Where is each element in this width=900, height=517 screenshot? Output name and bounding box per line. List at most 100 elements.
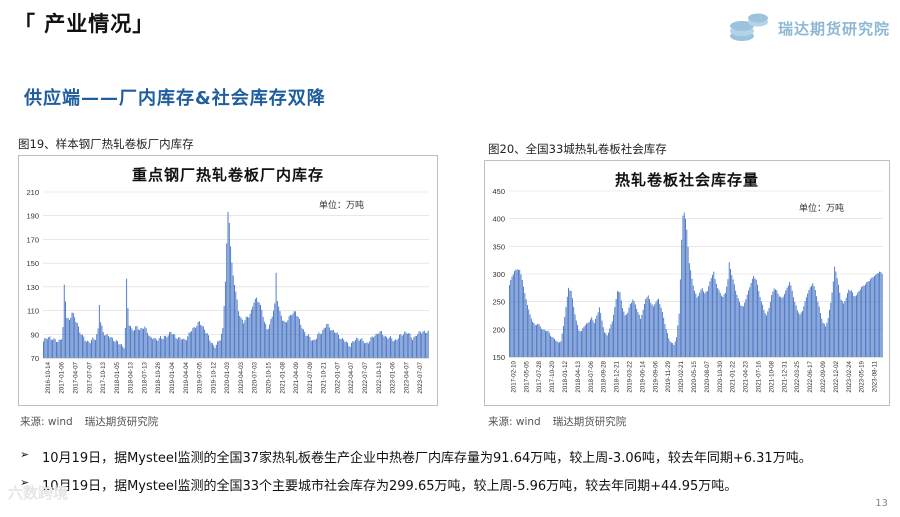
bar	[222, 328, 224, 358]
bar	[619, 292, 621, 357]
x-tick-label: 2020-04-03	[238, 361, 245, 393]
bar	[694, 291, 695, 357]
bar	[587, 322, 589, 357]
source-label: 来源: wind	[488, 416, 541, 428]
bar	[157, 340, 159, 358]
bar	[202, 326, 204, 358]
bar	[345, 341, 347, 358]
bar	[673, 344, 675, 357]
bar	[830, 302, 832, 357]
bar	[236, 299, 238, 358]
bar	[213, 345, 215, 358]
bar	[789, 281, 791, 357]
bar	[299, 318, 300, 358]
bar	[48, 337, 50, 358]
bar	[175, 338, 177, 358]
source-org: 瑞达期货研究院	[552, 416, 627, 428]
y-tick-label: 170	[26, 235, 39, 244]
x-tick-label: 2021-07-16	[755, 360, 762, 392]
bar	[330, 330, 332, 358]
bar	[584, 325, 586, 357]
bar	[319, 334, 321, 358]
bar	[419, 331, 421, 358]
bar	[875, 274, 877, 357]
bar	[523, 286, 525, 357]
bar	[769, 301, 771, 357]
bar	[575, 320, 577, 357]
x-tick-label: 2018-10-26	[155, 361, 162, 393]
y-tick-label: 300	[492, 270, 505, 279]
bar	[85, 341, 87, 358]
bar	[239, 315, 241, 358]
bar	[692, 285, 694, 357]
bar	[643, 303, 645, 357]
bar	[367, 343, 369, 358]
bar	[176, 339, 178, 358]
bar	[746, 294, 748, 357]
bar	[794, 301, 796, 357]
x-tick-label: 2017-10-20	[549, 360, 556, 392]
bar	[379, 331, 381, 358]
bar	[191, 331, 193, 358]
x-tick-label: 2021-04-23	[743, 360, 750, 392]
bar	[596, 315, 598, 357]
page-number: 13	[875, 498, 888, 509]
bar	[370, 337, 372, 358]
bar	[351, 343, 352, 358]
bar	[706, 291, 708, 357]
x-tick-label: 2022-01-07	[334, 361, 341, 393]
bar	[674, 341, 676, 357]
bar	[93, 339, 95, 358]
bar	[192, 327, 194, 358]
bar	[178, 337, 180, 358]
source-org: 瑞达期货研究院	[84, 416, 159, 428]
bar	[79, 332, 81, 358]
bar	[288, 316, 290, 358]
bar	[241, 319, 243, 358]
x-tick-label: 2021-07-09	[307, 361, 314, 393]
bar	[170, 331, 172, 358]
bar	[802, 310, 803, 357]
bar	[661, 311, 663, 357]
bar	[378, 333, 380, 358]
bar	[136, 326, 138, 358]
bar	[80, 334, 82, 358]
bar	[550, 335, 552, 357]
bar	[352, 341, 354, 358]
bar	[403, 334, 404, 358]
bar	[724, 293, 726, 357]
bar	[748, 290, 749, 357]
bar	[583, 326, 585, 357]
bar	[805, 297, 807, 357]
x-tick-label: 2020-10-15	[265, 361, 272, 393]
bar	[552, 337, 554, 357]
bar	[658, 298, 659, 357]
chart-left-unit: 单位：万吨	[319, 201, 365, 211]
figure-19-source: 来源: wind 瑞达期货研究院	[20, 414, 170, 429]
x-tick-label: 2023-05-19	[859, 360, 866, 392]
bar	[859, 289, 861, 357]
bar	[247, 316, 248, 358]
bar	[414, 335, 416, 358]
bullet-list: ➢ 10月19日，据Mysteel监测的全国37家热轧板卷生产企业中热卷厂内库存…	[20, 447, 890, 503]
bar	[310, 340, 312, 358]
bar	[221, 333, 222, 358]
bar	[266, 329, 268, 358]
bar	[577, 324, 579, 357]
bar	[127, 308, 129, 358]
bar	[867, 281, 869, 357]
bar	[849, 290, 851, 357]
bar	[204, 329, 206, 358]
bar	[421, 333, 423, 358]
bar	[418, 331, 420, 358]
bar	[105, 335, 107, 358]
bar	[722, 296, 724, 357]
bar	[97, 328, 99, 358]
bar	[836, 278, 838, 357]
bar	[645, 299, 647, 357]
bar	[803, 306, 805, 357]
bar	[559, 342, 561, 357]
bar	[208, 335, 209, 358]
bar	[78, 326, 79, 358]
bar	[254, 298, 256, 358]
